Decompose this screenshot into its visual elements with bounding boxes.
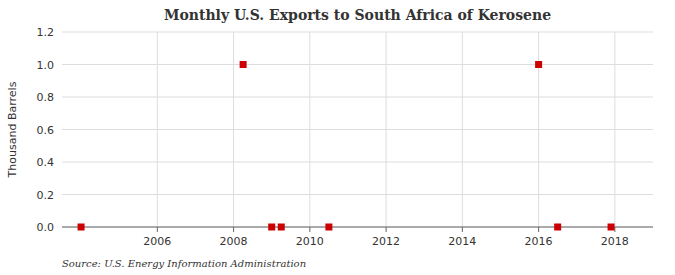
y-tick-label: 1.0	[37, 59, 55, 72]
point	[325, 224, 332, 231]
y-tick-label: 0.4	[37, 156, 55, 169]
x-grid-line	[157, 32, 158, 227]
x-tick	[309, 227, 310, 232]
x-tick-label: 2018	[601, 235, 629, 248]
x-tick	[233, 227, 234, 232]
x-tick-label: 2016	[525, 235, 553, 248]
grid	[62, 32, 653, 227]
point	[268, 224, 275, 231]
x-grid-line	[614, 32, 615, 227]
y-tick-label: 1.2	[37, 26, 55, 39]
x-tick-label: 2010	[296, 235, 324, 248]
x-tick-label: 2014	[448, 235, 476, 248]
points	[78, 61, 615, 231]
point	[278, 224, 285, 231]
source-note: Source: U.S. Energy Information Administ…	[62, 258, 306, 269]
point	[554, 224, 561, 231]
y-tick-label: 0.0	[37, 221, 55, 234]
x-grid-line	[462, 32, 463, 227]
x-tick	[462, 227, 463, 232]
y-grid-line	[62, 129, 653, 130]
point	[535, 61, 542, 68]
y-tick-label: 0.8	[37, 91, 55, 104]
x-tick-label: 2006	[143, 235, 171, 248]
title: Monthly U.S. Exports to South Africa of …	[164, 7, 551, 23]
chart-svg: 0.0 0.2 0.4 0.6 0.8 1.0 1.2 2006 2008 2010 2012 201…	[0, 0, 675, 275]
point	[240, 61, 247, 68]
y-grid-line	[62, 32, 653, 33]
x-tick-label: 2008	[220, 235, 248, 248]
y-grid-line	[62, 64, 653, 65]
y-grid-line	[62, 227, 653, 228]
x-axis-line	[62, 227, 653, 228]
x-tick-label: 2012	[372, 235, 400, 248]
y-grid-line	[62, 194, 653, 195]
x-grid-line	[386, 32, 387, 227]
y-axis-label: Thousand Barrels	[6, 81, 19, 178]
axes: 0.0 0.2 0.4 0.6 0.8 1.0 1.2 2006 2008 2010 2012 201…	[37, 26, 654, 248]
y-tick-label: 0.6	[37, 124, 55, 137]
y-grid-line	[62, 97, 653, 98]
x-tick	[538, 227, 539, 232]
x-grid-line	[233, 32, 234, 227]
point	[78, 224, 85, 231]
y-tick-label: 0.2	[37, 189, 55, 202]
point	[608, 224, 615, 231]
chart-container: 0.0 0.2 0.4 0.6 0.8 1.0 1.2 2006 2008 2010 2012 201…	[0, 0, 675, 275]
y-grid-line	[62, 162, 653, 163]
x-grid-line	[309, 32, 310, 227]
x-tick	[157, 227, 158, 232]
x-tick	[386, 227, 387, 232]
